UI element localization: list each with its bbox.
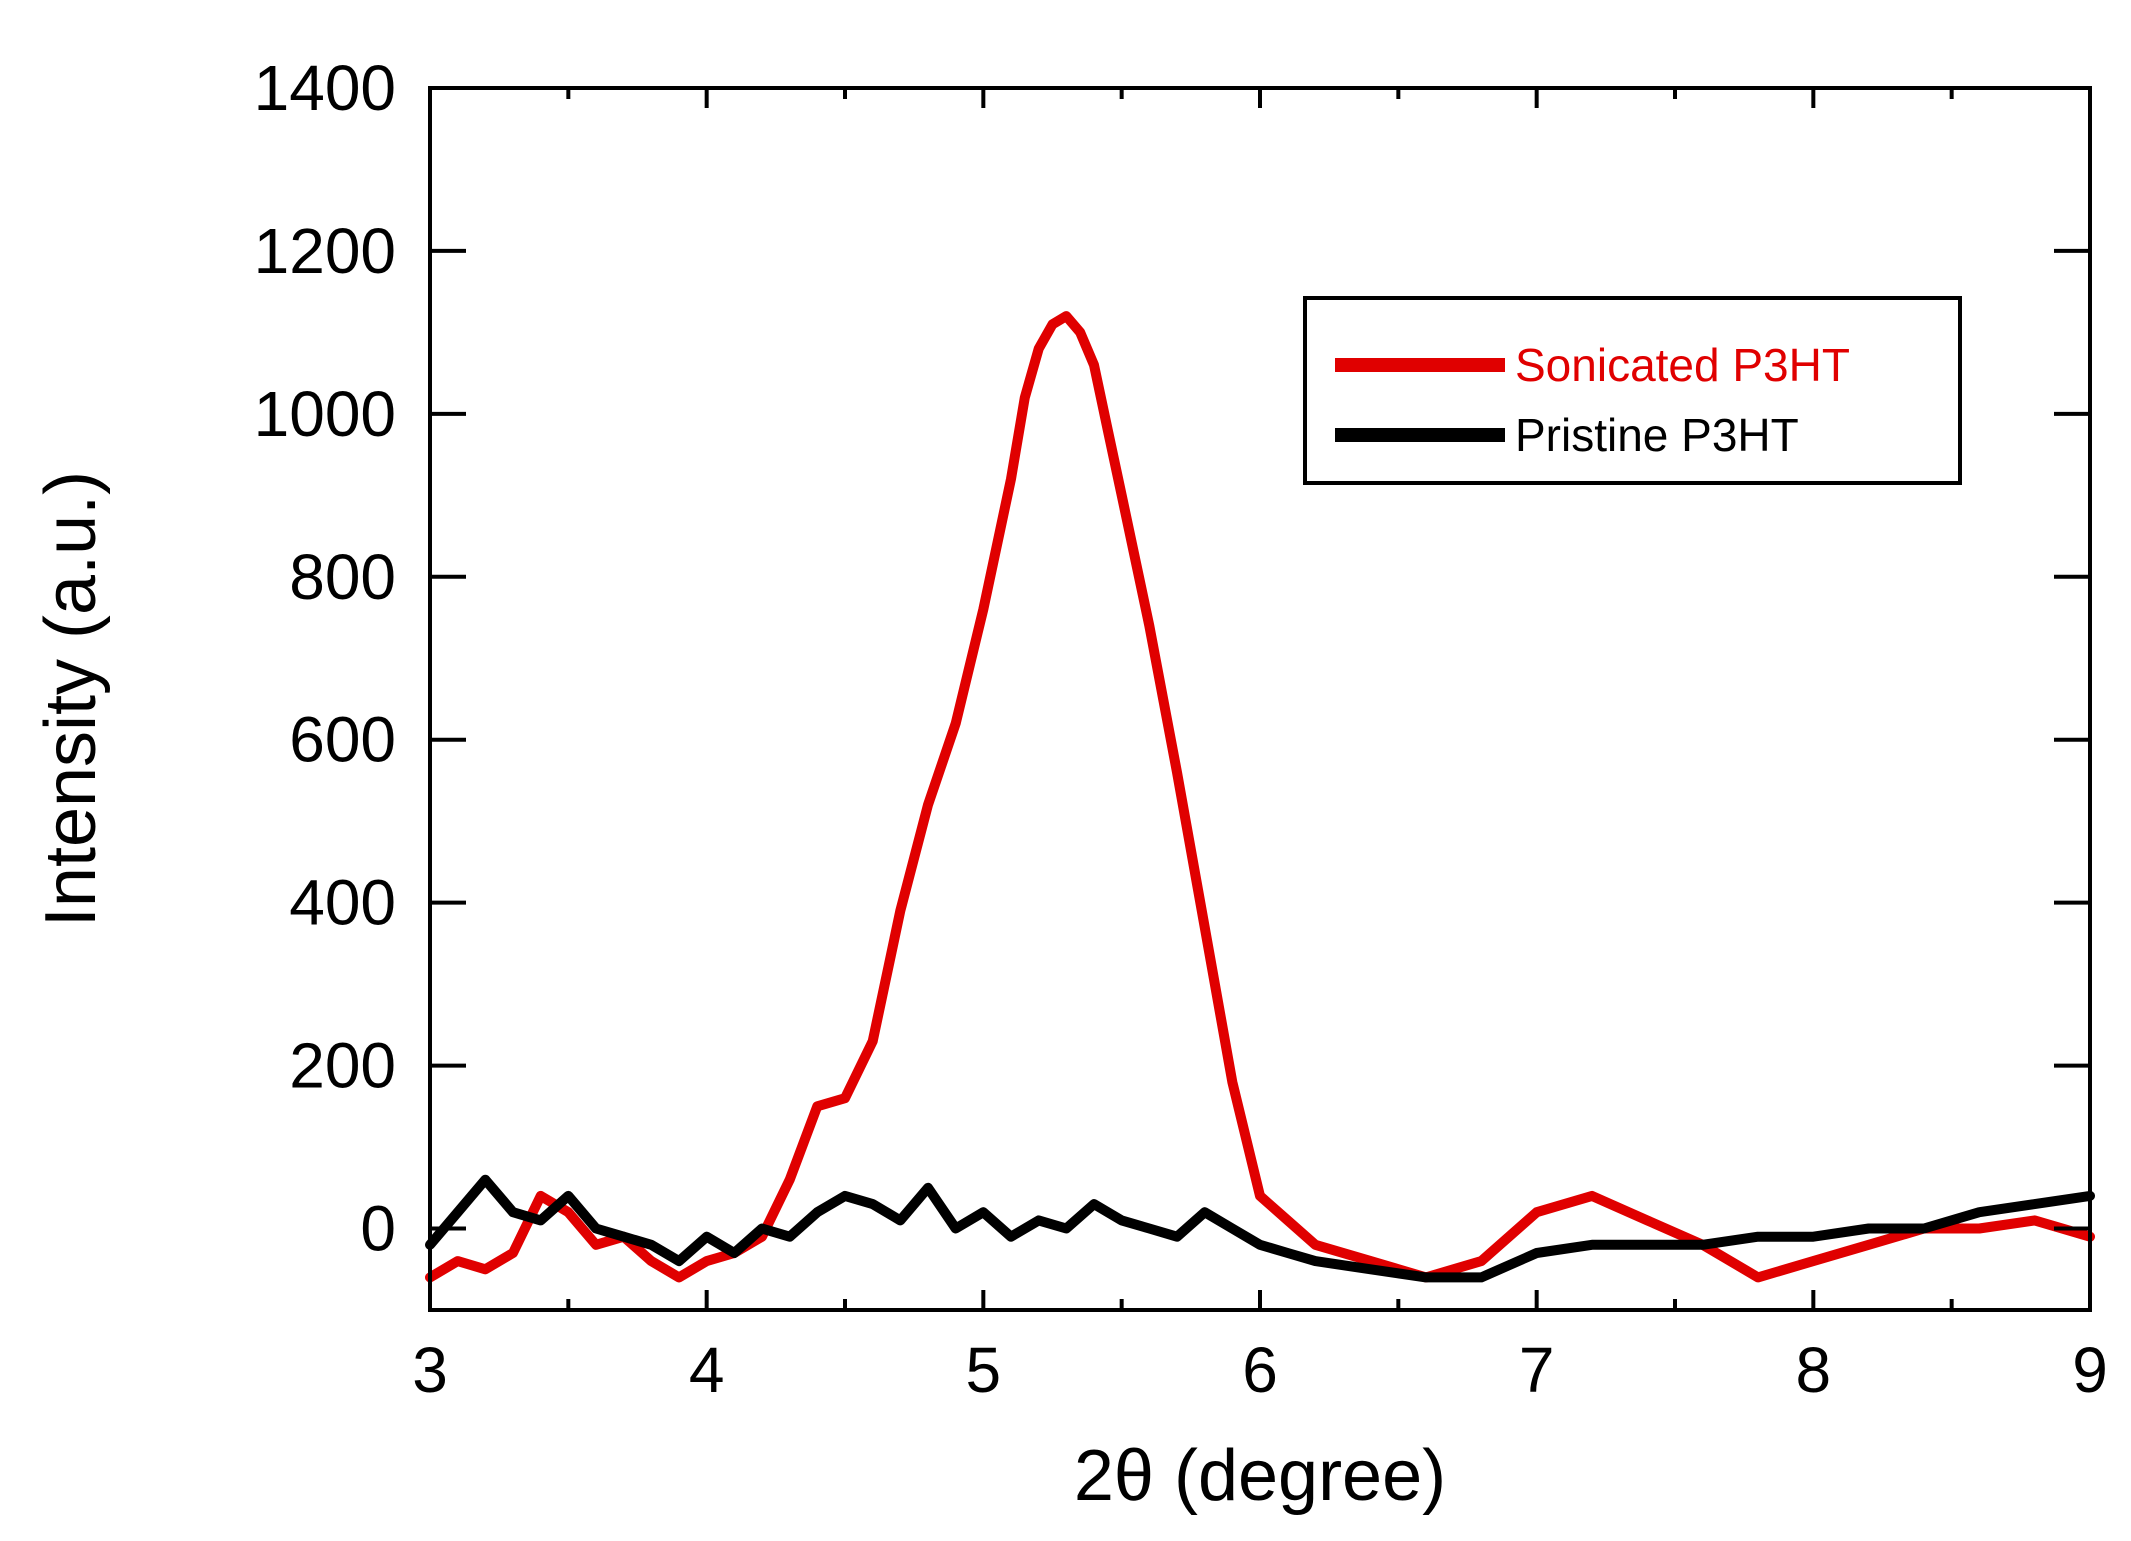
y-tick-label: 1000 — [254, 378, 396, 450]
y-tick-label: 1200 — [254, 215, 396, 287]
series-layer — [425, 311, 2095, 1283]
x-tick-label: 8 — [1796, 1334, 1832, 1406]
y-tick-label: 200 — [289, 1030, 396, 1102]
x-tick-label: 7 — [1519, 1334, 1555, 1406]
series-line-0 — [425, 311, 2095, 1283]
legend: Sonicated P3HT Pristine P3HT — [1303, 296, 1962, 485]
y-tick-label: 0 — [360, 1193, 396, 1265]
legend-box — [1303, 296, 1962, 485]
series-line-1 — [425, 1174, 2095, 1283]
y-axis-title: Intensity (a.u.) — [31, 471, 111, 927]
x-axis-title: 2θ (degree) — [1074, 1436, 1446, 1516]
y-tick-label: 400 — [289, 867, 396, 939]
plot-frame — [428, 86, 2092, 1312]
x-tick-label: 3 — [412, 1334, 448, 1406]
legend-label-pristine: Pristine P3HT — [1515, 409, 1799, 461]
y-tick-label: 1400 — [254, 52, 396, 124]
x-tick-label: 5 — [966, 1334, 1002, 1406]
y-tick-label: 800 — [289, 541, 396, 613]
legend-label-sonicated: Sonicated P3HT — [1515, 339, 1850, 391]
x-tick-label: 4 — [689, 1334, 725, 1406]
x-tick-label: 9 — [2072, 1334, 2108, 1406]
y-tick-label: 600 — [289, 704, 396, 776]
x-tick-label: 6 — [1242, 1334, 1278, 1406]
ticks-layer: 3 4 5 6 7 8 9 0 200 400 600 800 1000 1200 1400 — [254, 52, 2108, 1406]
